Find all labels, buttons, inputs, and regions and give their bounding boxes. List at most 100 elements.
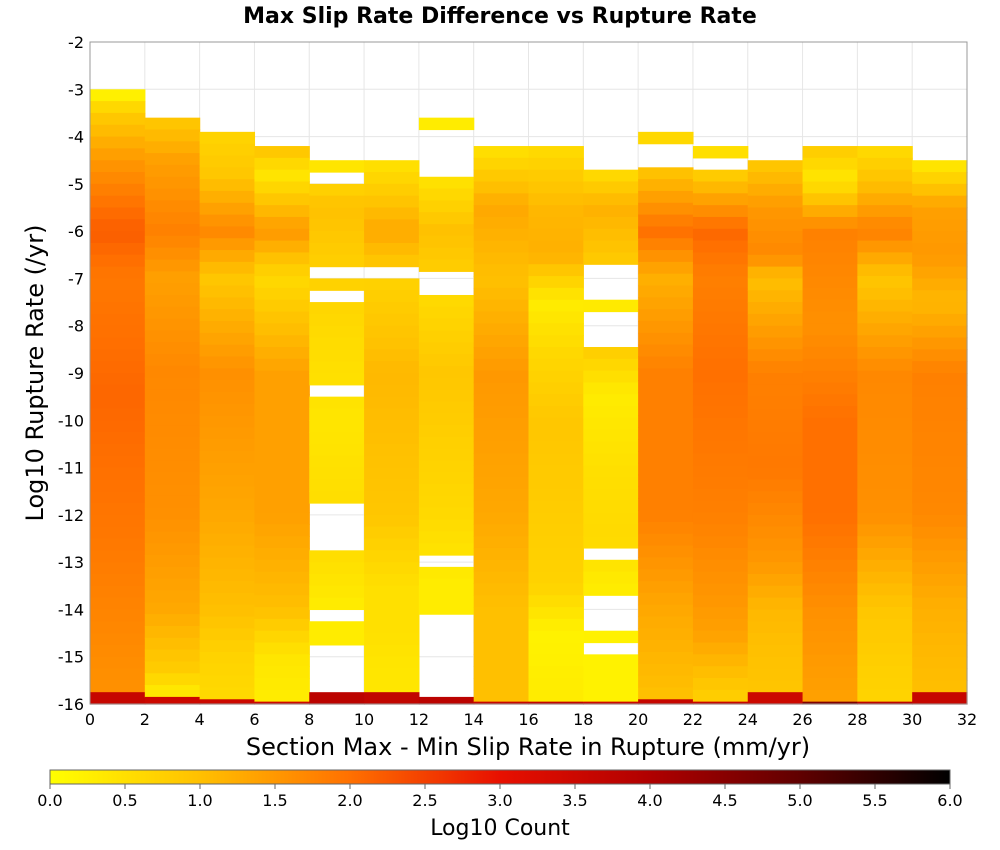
heatmap-cell	[528, 559, 584, 573]
heatmap-cell	[418, 188, 475, 202]
heatmap-cell	[692, 146, 749, 159]
heatmap-cell	[254, 157, 310, 171]
heatmap-cell	[144, 614, 201, 627]
heatmap-cell	[90, 337, 146, 350]
heatmap-cell	[90, 302, 146, 315]
heatmap-cell	[912, 420, 968, 433]
heatmap-cell	[90, 420, 146, 433]
heatmap-cell	[638, 592, 694, 606]
heatmap-cell	[638, 190, 694, 204]
heatmap-cell	[254, 358, 310, 372]
heatmap-cell	[309, 443, 365, 457]
heatmap-cell	[802, 157, 858, 171]
heatmap-cell	[912, 467, 968, 480]
colorbar-tick-label: 5.5	[862, 791, 887, 810]
heatmap-cell	[802, 264, 858, 277]
heatmap-cell	[418, 318, 475, 332]
heatmap-cell	[364, 692, 420, 705]
heatmap-cell	[747, 160, 804, 173]
heatmap-cell	[90, 550, 146, 563]
x-tick-label: 14	[464, 710, 484, 729]
heatmap-cell	[309, 432, 365, 445]
heatmap-cell	[473, 240, 530, 254]
heatmap-cell	[144, 306, 201, 320]
heatmap-cell	[144, 625, 201, 639]
heatmap-cell	[90, 89, 146, 102]
heatmap-cell	[473, 276, 530, 289]
y-tick-label: -3	[68, 80, 84, 99]
heatmap-cell	[199, 297, 256, 310]
heatmap-cell	[199, 521, 256, 535]
heatmap-cell	[747, 325, 804, 339]
heatmap-cell	[309, 467, 365, 480]
heatmap-cell	[747, 467, 804, 480]
heatmap-cell	[638, 675, 694, 689]
heatmap-cell	[418, 117, 475, 131]
heatmap-cell	[473, 169, 530, 183]
heatmap-cell	[747, 538, 804, 551]
heatmap-cell	[747, 254, 804, 268]
heatmap-cell	[418, 389, 475, 402]
heatmap-cell	[144, 602, 201, 615]
heatmap-cell	[473, 500, 530, 514]
heatmap-cell	[912, 266, 968, 280]
heatmap-cell	[802, 547, 858, 561]
heatmap-cell	[254, 181, 310, 194]
heatmap-cell	[912, 562, 968, 575]
heatmap-cell	[857, 583, 913, 596]
heatmap-cell	[638, 699, 694, 705]
heatmap-cell	[90, 207, 146, 220]
heatmap-cell	[473, 370, 530, 384]
heatmap-cell	[199, 545, 256, 559]
heatmap-cell	[309, 491, 365, 504]
heatmap-cell	[528, 666, 584, 679]
heatmap-cell	[802, 666, 858, 679]
y-axis-label: Log10 Rupture Rate (/yr)	[21, 225, 49, 522]
heatmap-cell	[528, 642, 584, 655]
y-tick-label: -10	[58, 411, 84, 430]
heatmap-cell	[90, 585, 146, 599]
heatmap-cell	[802, 429, 858, 443]
heatmap-cell	[199, 131, 256, 145]
heatmap-cell	[418, 543, 475, 556]
heatmap-cell	[583, 630, 639, 644]
heatmap-cell	[528, 465, 584, 478]
heatmap-cell	[528, 536, 584, 549]
heatmap-cell	[254, 618, 310, 632]
heatmap-cell	[583, 689, 639, 703]
x-tick-label: 22	[683, 710, 703, 729]
heatmap-cell	[254, 571, 310, 585]
heatmap-cell	[857, 276, 913, 289]
heatmap-cell	[418, 259, 475, 272]
heatmap-cell	[912, 503, 968, 516]
x-tick-label: 30	[902, 710, 922, 729]
heatmap-cell	[90, 349, 146, 362]
heatmap-cell	[309, 573, 365, 587]
heatmap-cell	[857, 216, 913, 230]
heatmap-cell	[857, 654, 913, 667]
heatmap-cell	[912, 160, 968, 173]
heatmap-cell	[692, 547, 749, 561]
heatmap-cell	[254, 228, 310, 242]
heatmap-cell	[199, 510, 256, 523]
heatmap-cell	[199, 356, 256, 369]
heatmap-cell	[692, 607, 749, 620]
heatmap-cell	[90, 408, 146, 421]
heatmap-cell	[254, 512, 310, 525]
heatmap-cell	[912, 172, 968, 185]
heatmap-cell	[254, 146, 310, 159]
heatmap-cell	[418, 602, 475, 615]
heatmap-cell	[528, 441, 584, 454]
heatmap-cell	[473, 465, 530, 478]
heatmap-cell	[802, 370, 858, 384]
heatmap-cell	[912, 183, 968, 197]
heatmap-cell	[912, 384, 968, 398]
heatmap-cell	[802, 406, 858, 419]
heatmap-cell	[254, 559, 310, 573]
heatmap-cell	[144, 377, 201, 391]
heatmap-cell	[857, 323, 913, 336]
heatmap-cell	[90, 514, 146, 528]
heatmap-cell	[364, 373, 420, 386]
heatmap-cell	[692, 193, 749, 206]
heatmap-cell	[364, 349, 420, 362]
